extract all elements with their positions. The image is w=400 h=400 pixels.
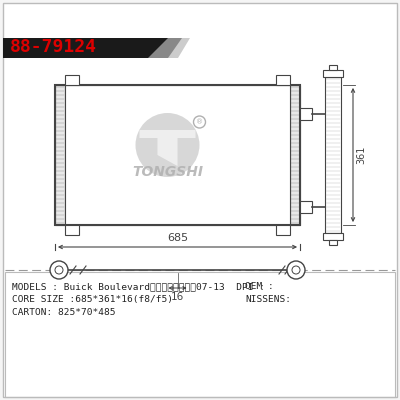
Bar (290, 85, 300, 225)
Polygon shape (148, 38, 185, 58)
Bar (323, 233, 343, 240)
Text: CARTON: 825*70*485: CARTON: 825*70*485 (12, 308, 116, 317)
Polygon shape (168, 38, 190, 58)
Circle shape (136, 113, 200, 177)
Bar (55, 85, 300, 225)
Bar (65, 225, 79, 235)
Bar (300, 201, 312, 213)
Text: OEM :: OEM : (245, 282, 274, 291)
Bar (65, 75, 79, 85)
Bar (325, 77, 341, 233)
Bar (55, 85, 65, 225)
Bar (276, 225, 290, 235)
Polygon shape (3, 38, 170, 58)
Bar (329, 65, 337, 70)
Bar (323, 70, 343, 77)
Text: NISSENS:: NISSENS: (245, 295, 291, 304)
Circle shape (287, 261, 305, 279)
Text: 361: 361 (356, 146, 366, 164)
Text: CORE SIZE :685*361*16(f8/f5): CORE SIZE :685*361*16(f8/f5) (12, 295, 173, 304)
Bar (5, 272, 395, 397)
Circle shape (50, 261, 68, 279)
Bar (65, 85, 290, 225)
Bar (276, 75, 290, 85)
Text: 685: 685 (167, 233, 188, 243)
Polygon shape (140, 130, 196, 166)
Text: ®: ® (196, 120, 203, 126)
Bar (300, 108, 312, 120)
Text: MODELS : Buick Boulevard（别克林药大道）07-13  DPI :: MODELS : Buick Boulevard（别克林药大道）07-13 DP… (12, 282, 265, 291)
Text: 88-79124: 88-79124 (10, 38, 97, 56)
Bar (329, 240, 337, 245)
Text: TONGSHI: TONGSHI (132, 165, 203, 179)
Text: 16: 16 (171, 292, 184, 302)
